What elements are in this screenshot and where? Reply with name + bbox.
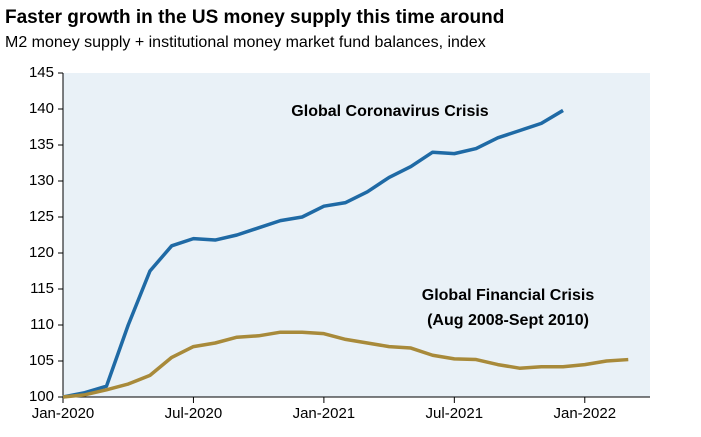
- x-tick-label: Jan-2020: [32, 405, 95, 422]
- series-line: [62, 108, 564, 399]
- y-tick-label: 135: [29, 136, 54, 153]
- x-tick-label: Jan-2022: [553, 405, 616, 422]
- y-tick-label: 110: [30, 316, 54, 333]
- y-tick-label: 115: [30, 280, 54, 297]
- y-tick-label: 140: [29, 100, 54, 117]
- series-label: Global Coronavirus Crisis: [291, 103, 488, 120]
- annotation: (Aug 2008-Sept 2010): [427, 312, 589, 329]
- y-tick-label: 120: [29, 244, 54, 261]
- plot-area: [63, 73, 650, 397]
- x-tick-label: Jul-2020: [165, 405, 223, 422]
- y-tick-label: 100: [29, 388, 54, 405]
- y-tick-label: 105: [29, 352, 54, 369]
- series-line: [62, 330, 629, 399]
- y-tick-label: 145: [29, 64, 54, 81]
- y-tick-label: 125: [29, 208, 54, 225]
- y-tick-label: 130: [29, 172, 54, 189]
- series-label: Global Financial Crisis: [422, 287, 595, 304]
- chart-title: Faster growth in the US money supply thi…: [5, 7, 504, 28]
- x-tick-label: Jan-2021: [293, 405, 356, 422]
- x-tick-label: Jul-2021: [426, 405, 484, 422]
- chart-subtitle: M2 money supply + institutional money ma…: [5, 34, 486, 51]
